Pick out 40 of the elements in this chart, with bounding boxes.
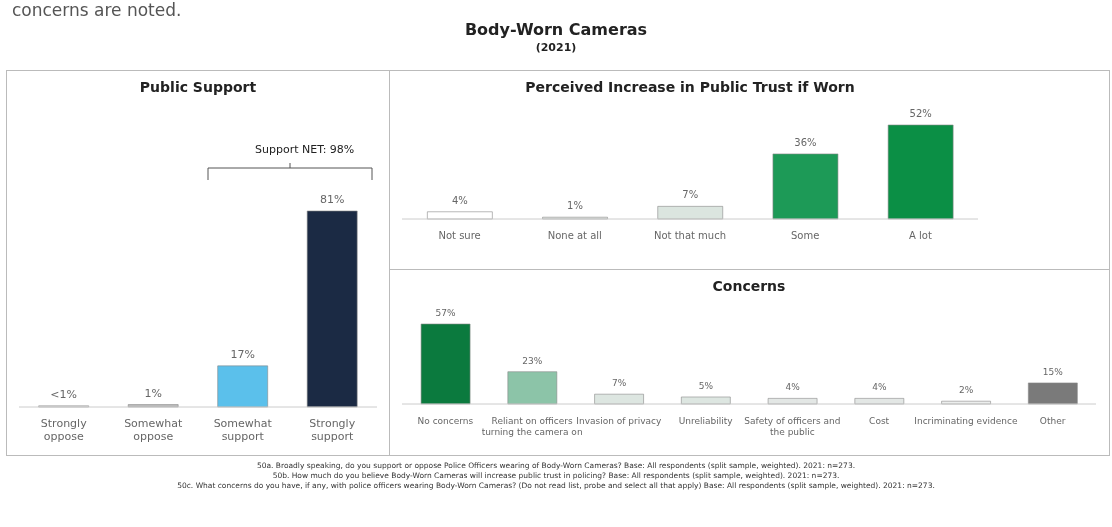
data-label: 17% [230, 347, 255, 361]
x-tick-label: No concerns [417, 416, 474, 426]
x-tick-label: Somewhat support [213, 417, 273, 443]
data-label: 4% [451, 194, 468, 206]
x-tick-label: None at all [547, 230, 602, 241]
data-label: 36% [794, 136, 817, 148]
x-tick-label: Not sure [438, 230, 481, 241]
data-label: 15% [1042, 366, 1064, 377]
text: concerns are noted. [12, 0, 182, 20]
x-tick-label: Strongly support [309, 417, 356, 443]
chart-title: Perceived Increase in Public Trust if Worn [524, 78, 856, 97]
x-tick-label: Safety of officers and the public [744, 416, 841, 437]
x-tick-label: A lot [908, 230, 932, 241]
x-tick-label: Some [791, 230, 820, 241]
data-label: 4% [872, 382, 887, 393]
chart-title: Concerns [711, 277, 787, 296]
x-tick-label: Other [1039, 416, 1066, 426]
x-tick-label: Invasion of privacy [576, 416, 663, 426]
data-label: 57% [435, 308, 457, 318]
data-label: 52% [909, 108, 932, 119]
x-tick-label: Somewhat oppose [124, 417, 184, 443]
data-label: 7% [682, 189, 699, 201]
text: (2021) [534, 41, 578, 54]
text: Support NET: 98% [255, 143, 355, 156]
data-label: 23% [522, 355, 543, 366]
data-label: 1% [144, 386, 162, 400]
x-tick-label: Not that much [653, 230, 727, 241]
chart-title: Public Support [138, 78, 258, 97]
x-tick-label: Incriminating evidence [914, 416, 1018, 426]
data-label: <1% [50, 387, 78, 401]
data-label: 5% [698, 380, 714, 391]
text: Body-Worn Cameras [463, 20, 649, 39]
x-tick-label: Unreliability [678, 416, 734, 426]
data-label: 7% [611, 378, 627, 389]
x-tick-label: Cost [869, 416, 890, 426]
data-label: 1% [567, 200, 583, 212]
data-label: 81% [319, 193, 345, 206]
x-tick-label: Strongly oppose [40, 417, 88, 443]
data-label: 2% [958, 385, 974, 396]
data-label: 4% [785, 382, 801, 393]
